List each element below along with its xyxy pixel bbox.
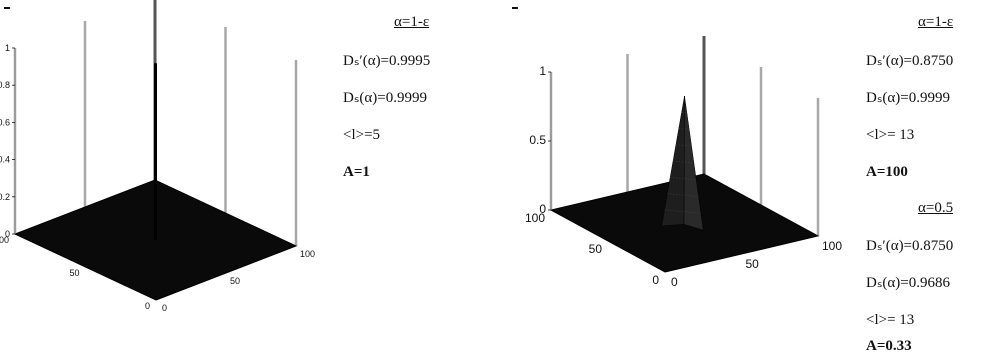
left-x-tick-label-1: 50: [230, 276, 240, 286]
left-y-tick-label-1: 50: [69, 268, 79, 278]
right-annotation-a-value-2: A=0.33: [866, 338, 912, 355]
right-peak-face-right: [683, 96, 704, 231]
right-y-tick-label-2: 100: [525, 211, 545, 225]
right-z-tick-label-0: 0: [539, 202, 546, 216]
right-annotation-ds-2: Dₛ(α)=0.9686: [866, 275, 950, 291]
corner-mark-right: [512, 7, 518, 9]
right-alpha-header-1: α=1-ε: [918, 14, 954, 30]
right-alpha-header-2: α=0.5: [918, 200, 954, 216]
left-x-tick-label-0: 0: [162, 303, 167, 313]
right-peak-face-left: [661, 95, 685, 227]
right-x-tick-label-0: 0: [671, 275, 678, 289]
right-annotation-l-mean-1: <l>= 13: [866, 127, 915, 143]
left-annotation-ds-prime: Dₛ′(α)=0.9995: [343, 53, 431, 69]
corner-mark-left: [4, 7, 10, 9]
right-a-value-1: A=100: [866, 164, 908, 180]
left-z-tick-label-4: 0.8: [0, 80, 10, 90]
right-annotation-ds-1: Dₛ(α)=0.9999: [866, 90, 950, 106]
left-annotation-ds: Dₛ(α)=0.9999: [343, 90, 427, 106]
left-annotation-alpha-header: α=1-ε: [394, 14, 429, 31]
left-y-tick-label-0: 0: [145, 301, 150, 311]
left-a-value: A=1: [343, 164, 370, 180]
left-z-tick-label-0: 0: [5, 229, 10, 239]
left-x-tick-label-2: 100: [300, 249, 315, 259]
right-z-tick-label-1: 0.5: [529, 133, 546, 147]
right-y-tick-label-1: 50: [589, 242, 603, 256]
right-annotation-a-value-1: A=100: [866, 164, 908, 181]
right-peak-mesh-5: [670, 177, 697, 181]
right-annotation-alpha-header-1: α=1-ε: [918, 14, 953, 31]
right-z-tick-label-2: 1: [539, 64, 546, 78]
right-a-value-2: A=0.33: [866, 338, 912, 354]
left-y-tick-label-2: 100: [0, 235, 9, 245]
left-alpha-header: α=1-ε: [394, 14, 430, 30]
right-x-tick-label-1: 50: [746, 257, 760, 271]
right-annotation-ds-prime-2: Dₛ′(α)=0.8750: [866, 238, 954, 254]
right-annotation-ds-prime-1: Dₛ′(α)=0.8750: [866, 53, 954, 69]
right-peak-mesh-1: [681, 111, 687, 114]
right-annotation-l-mean-2: <l>= 13: [866, 312, 915, 328]
right-annotation-alpha-header-2: α=0.5: [918, 200, 953, 217]
right-peak-mesh-6: [667, 193, 699, 197]
left-z-tick-label-5: 1: [5, 43, 10, 53]
left-z-tick-label-3: 0.6: [0, 117, 10, 127]
right-peak-mesh-7: [664, 209, 701, 214]
right-y-tick-label-0: 0: [652, 273, 659, 287]
left-z-tick-label-2: 0.4: [0, 155, 10, 165]
left-annotation-a-value: A=1: [343, 164, 370, 181]
left-annotation-l-mean: <l>=5: [343, 127, 381, 143]
right-x-tick-label-2: 100: [822, 239, 842, 253]
right-peak-mesh-4: [673, 160, 694, 164]
left-z-tick-label-1: 0.2: [0, 192, 10, 202]
